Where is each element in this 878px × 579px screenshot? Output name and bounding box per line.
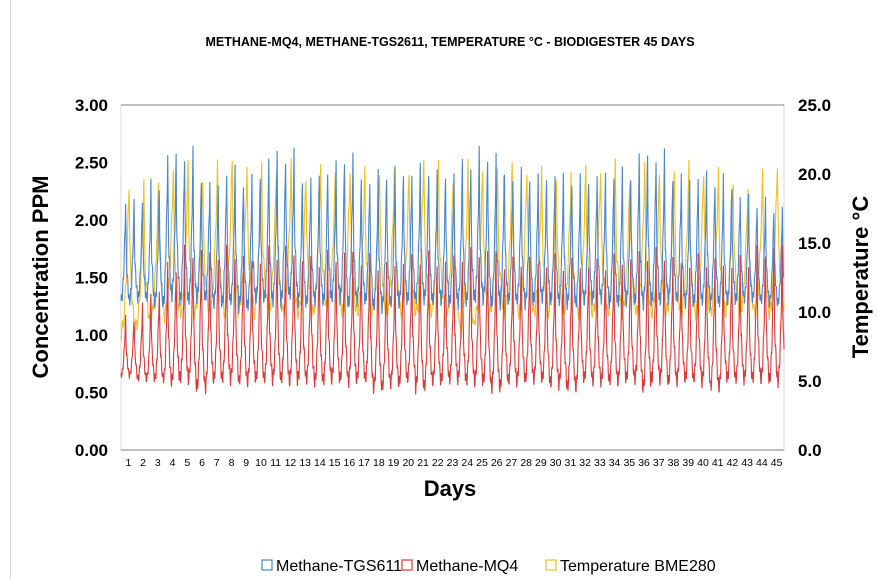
x-tick-label: 43 (741, 457, 753, 469)
chart-title: METHANE-MQ4, METHANE-TGS2611, TEMPERATUR… (205, 35, 694, 49)
y-tick-label: 0.50 (75, 384, 108, 403)
x-tick-label: 11 (270, 457, 281, 469)
y2-tick-label: 20.0 (798, 165, 831, 184)
y-tick-label: 2.00 (75, 211, 108, 230)
x-tick-label: 37 (653, 457, 665, 469)
y2-tick-label: 15.0 (798, 234, 831, 253)
x-tick-label: 13 (299, 457, 311, 469)
x-tick-label: 19 (388, 457, 400, 469)
legend-label: Methane-MQ4 (416, 558, 518, 575)
series-line (120, 145, 785, 315)
x-tick-label: 32 (579, 457, 591, 469)
x-tick-label: 4 (170, 457, 176, 469)
x-tick-label: 36 (638, 457, 650, 469)
y-tick-label: 2.50 (75, 154, 108, 173)
x-tick-label: 29 (535, 457, 547, 469)
x-tick-label: 5 (184, 457, 190, 469)
y2-tick-label: 10.0 (798, 303, 831, 322)
x-tick-label: 33 (594, 457, 606, 469)
x-tick-label: 15 (329, 457, 341, 469)
y-tick-label: 1.50 (75, 269, 108, 288)
x-tick-label: 12 (285, 457, 297, 469)
x-tick-label: 30 (550, 457, 562, 469)
x-tick-label: 20 (402, 457, 414, 469)
x-tick-label: 40 (697, 457, 709, 469)
x-tick-label: 2 (140, 457, 146, 469)
x-tick-label: 23 (447, 457, 459, 469)
legend-swatch (401, 559, 413, 571)
y-axis-left: 0.00 0.50 1.00 1.50 2.00 2.50 3.00 (75, 96, 108, 460)
x-tick-label: 3 (155, 457, 161, 469)
x-tick-label: 45 (771, 457, 783, 469)
x-axis-label: Days (424, 476, 477, 501)
x-tick-label: 1 (125, 457, 131, 469)
y2-tick-label: 0.0 (798, 441, 822, 460)
y2-tick-label: 25.0 (798, 96, 831, 115)
x-tick-label: 41 (712, 457, 724, 469)
y2-tick-label: 5.0 (798, 372, 822, 391)
x-tick-label: 25 (476, 457, 488, 469)
x-tick-label: 39 (682, 457, 694, 469)
x-tick-label: 6 (199, 457, 205, 469)
x-tick-label: 38 (668, 457, 680, 469)
x-tick-label: 34 (609, 457, 621, 469)
x-tick-label: 16 (344, 457, 356, 469)
x-tick-label: 27 (506, 457, 518, 469)
series-layer (120, 145, 785, 395)
x-tick-label: 24 (461, 457, 473, 469)
x-tick-label: 10 (255, 457, 267, 469)
legend-label: Temperature BME280 (560, 558, 716, 575)
x-tick-label: 14 (314, 457, 326, 469)
x-tick-label: 31 (565, 457, 577, 469)
legend-label: Methane-TGS611 (276, 558, 402, 575)
x-tick-label: 26 (491, 457, 503, 469)
legend-swatch (261, 559, 273, 571)
panel-border (10, 0, 11, 579)
x-axis: 1 2 3 4 5 6 7 8 9 10 11 12 13 14 15 16 17 18 19 20 21 22 23 24 2… (125, 457, 782, 469)
x-tick-label: 18 (373, 457, 385, 469)
series-line (120, 244, 785, 395)
x-tick-label: 42 (727, 457, 739, 469)
x-tick-label: 9 (243, 457, 249, 469)
x-tick-label: 21 (417, 457, 429, 469)
y-tick-label: 3.00 (75, 96, 108, 115)
y-axis-right: 0.0 5.0 10.0 15.0 20.0 25.0 (798, 96, 831, 460)
x-tick-label: 22 (432, 457, 444, 469)
y-axis-label: Concentration PPM (28, 176, 53, 379)
x-tick-label: 44 (756, 457, 768, 469)
legend-swatch (545, 559, 557, 571)
y-tick-label: 1.00 (75, 326, 108, 345)
plot-area (120, 104, 785, 451)
x-tick-label: 17 (358, 457, 370, 469)
y-tick-label: 0.00 (75, 441, 108, 460)
legend: Methane-TGS611 Methane-MQ4 Temperature BME… (261, 558, 716, 575)
x-tick-label: 8 (229, 457, 235, 469)
x-tick-label: 28 (520, 457, 532, 469)
x-tick-label: 7 (214, 457, 220, 469)
x-tick-label: 35 (623, 457, 635, 469)
y2-axis-label: Temperature °C (848, 196, 873, 359)
